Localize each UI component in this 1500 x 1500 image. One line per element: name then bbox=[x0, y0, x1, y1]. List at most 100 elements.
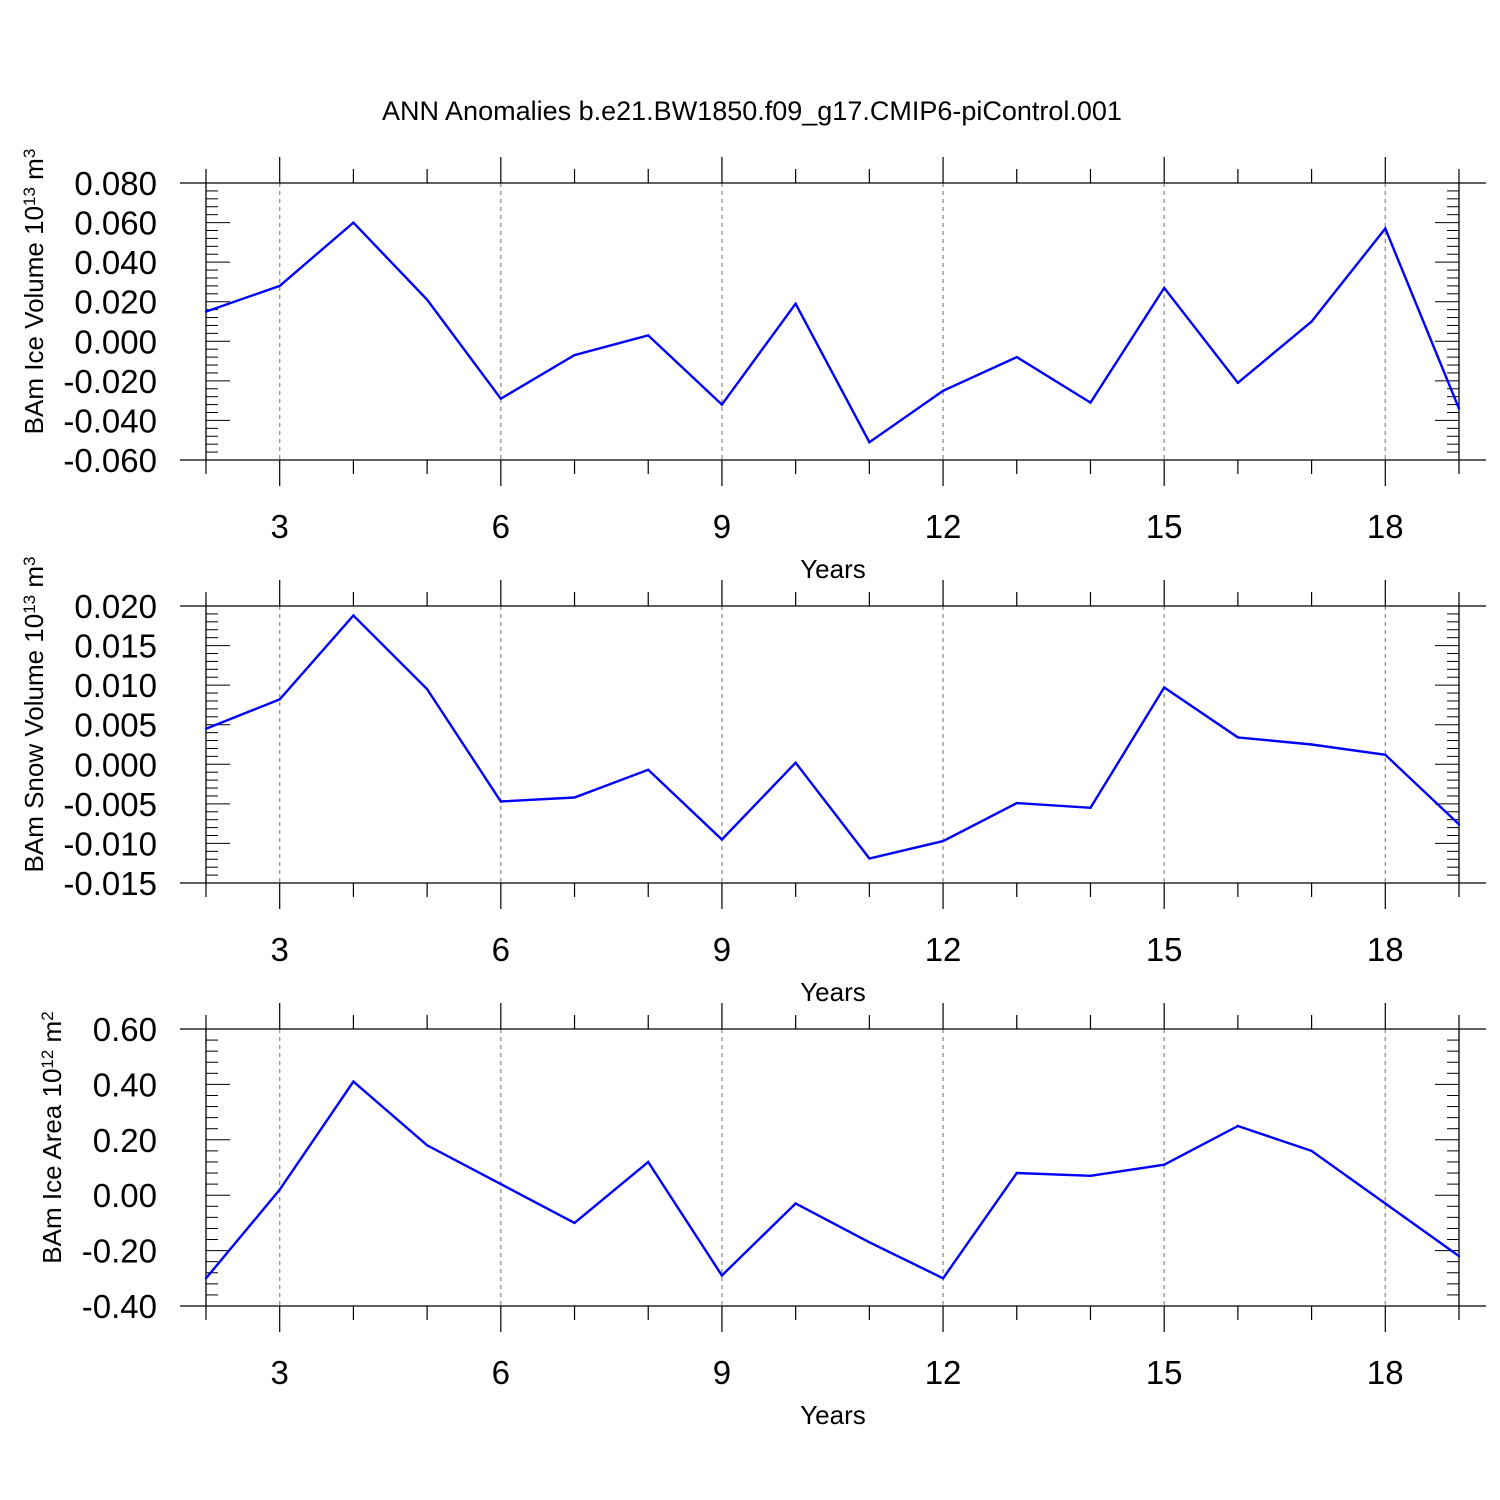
data-point bbox=[352, 614, 355, 617]
y-axis-label-part: m bbox=[19, 566, 49, 595]
data-point bbox=[278, 698, 281, 701]
y-axis-label-superscript: 3 bbox=[20, 557, 39, 566]
y-tick-label: -0.040 bbox=[63, 402, 157, 439]
x-tick-label: 12 bbox=[925, 1354, 962, 1391]
y-tick-label: 0.00 bbox=[93, 1177, 157, 1214]
data-point bbox=[352, 221, 355, 224]
data-point bbox=[278, 284, 281, 288]
x-tick-label: 3 bbox=[271, 931, 289, 968]
x-tick-label: 6 bbox=[492, 931, 510, 968]
y-tick-label: -0.020 bbox=[63, 363, 157, 400]
series-line bbox=[205, 220, 1461, 444]
x-tick-label: 12 bbox=[925, 931, 962, 968]
data-point bbox=[278, 1188, 281, 1191]
data-point bbox=[425, 298, 429, 301]
y-tick-label: 0.010 bbox=[74, 667, 157, 704]
x-tick-label: 15 bbox=[1146, 1354, 1183, 1391]
data-point bbox=[425, 1144, 429, 1147]
x-axis-label: Years bbox=[800, 977, 866, 1007]
panel-3: -0.40 -0.20 0.00 0.20 0.40 0.60 3 6 9 12 15 18 Years… bbox=[37, 1003, 1486, 1430]
data-point bbox=[425, 687, 429, 691]
data-point bbox=[1236, 381, 1240, 385]
y-axis-label-superscript: 3 bbox=[20, 149, 39, 158]
series-line bbox=[205, 1079, 1460, 1280]
data-point bbox=[868, 857, 871, 860]
x-axis-label: Years bbox=[800, 554, 866, 584]
y-tick-label: 0.000 bbox=[74, 746, 157, 783]
y-tick-label: -0.20 bbox=[82, 1233, 157, 1270]
y-tick-label: -0.015 bbox=[63, 865, 157, 902]
y-tick-label: 0.20 bbox=[93, 1122, 157, 1159]
y-axis-label: BAm Ice Area 1012 m2 bbox=[37, 1011, 67, 1263]
y-tick-label: 0.015 bbox=[74, 628, 157, 665]
y-axis-label-part: m bbox=[37, 1021, 67, 1050]
chart-title: ANN Anomalies b.e21.BW1850.f09_g17.CMIP6… bbox=[382, 96, 1122, 126]
x-tick-label: 6 bbox=[492, 508, 510, 545]
y-axis-label-superscript: 13 bbox=[20, 595, 39, 614]
data-point bbox=[720, 838, 724, 841]
data-point bbox=[1457, 1254, 1461, 1258]
x-tick-label: 3 bbox=[271, 508, 289, 545]
y-tick-label: -0.060 bbox=[63, 442, 157, 479]
panel-1: -0.060-0.040-0.0200.0000.0200.0400.0600.… bbox=[19, 149, 1486, 584]
data-point bbox=[1457, 407, 1461, 410]
y-axis-label-superscript: 13 bbox=[20, 187, 39, 206]
y-axis-label: BAm Ice Volume 1013 m3 bbox=[19, 149, 49, 435]
data-point bbox=[1015, 801, 1018, 805]
panel-2: -0.015-0.010-0.0050.0000.0050.0100.0150.… bbox=[19, 557, 1486, 1007]
data-point bbox=[1015, 355, 1018, 359]
y-tick-label: 0.040 bbox=[74, 244, 157, 281]
data-point bbox=[794, 302, 797, 305]
data-point bbox=[868, 1241, 871, 1244]
y-axis-label-superscript: 12 bbox=[38, 1050, 57, 1069]
data-point bbox=[1089, 806, 1092, 810]
x-tick-label: 15 bbox=[1146, 931, 1183, 968]
y-tick-label: 0.005 bbox=[74, 707, 157, 744]
data-point bbox=[941, 389, 945, 392]
x-tick-label: 9 bbox=[713, 508, 731, 545]
y-tick-label: -0.005 bbox=[63, 786, 157, 823]
x-tick-label: 12 bbox=[925, 508, 962, 545]
data-point bbox=[1384, 1202, 1387, 1205]
y-tick-label: 0.020 bbox=[74, 588, 157, 625]
data-point bbox=[204, 310, 208, 313]
y-tick-label: 0.000 bbox=[74, 323, 157, 360]
y-axis-label-part: m bbox=[19, 158, 49, 187]
data-point bbox=[941, 1277, 945, 1280]
data-point bbox=[720, 1274, 724, 1277]
y-tick-label: 0.60 bbox=[93, 1011, 157, 1048]
data-point bbox=[794, 1202, 797, 1205]
x-tick-label: 18 bbox=[1367, 1354, 1404, 1391]
data-point bbox=[1236, 1124, 1240, 1128]
data-point bbox=[204, 727, 208, 730]
data-point bbox=[1310, 320, 1313, 323]
data-point bbox=[1384, 227, 1387, 230]
data-point bbox=[499, 800, 503, 803]
data-point bbox=[868, 440, 871, 444]
data-point bbox=[204, 1277, 208, 1280]
data-point bbox=[573, 353, 576, 357]
data-point bbox=[941, 839, 945, 843]
data-point bbox=[1015, 1171, 1018, 1175]
data-point bbox=[1457, 823, 1461, 826]
data-point bbox=[499, 397, 503, 400]
y-axis-label-part: BAm Ice Area 10 bbox=[37, 1069, 67, 1264]
data-point bbox=[1310, 1149, 1313, 1153]
x-tick-label: 18 bbox=[1367, 508, 1404, 545]
x-axis-label: Years bbox=[800, 1400, 866, 1430]
data-point bbox=[1310, 743, 1313, 746]
y-axis-label-part: BAm Snow Volume 10 bbox=[19, 614, 49, 873]
data-point bbox=[794, 761, 797, 764]
data-point bbox=[647, 1160, 650, 1164]
x-tick-label: 9 bbox=[713, 1354, 731, 1391]
data-point bbox=[573, 796, 576, 799]
x-tick-label: 6 bbox=[492, 1354, 510, 1391]
data-point bbox=[1162, 286, 1166, 290]
y-axis-label-superscript: 2 bbox=[38, 1011, 57, 1020]
data-point bbox=[1236, 736, 1240, 739]
series-line bbox=[205, 613, 1460, 860]
data-point bbox=[647, 768, 650, 772]
y-axis-label-part: BAm Ice Volume 10 bbox=[19, 206, 49, 434]
